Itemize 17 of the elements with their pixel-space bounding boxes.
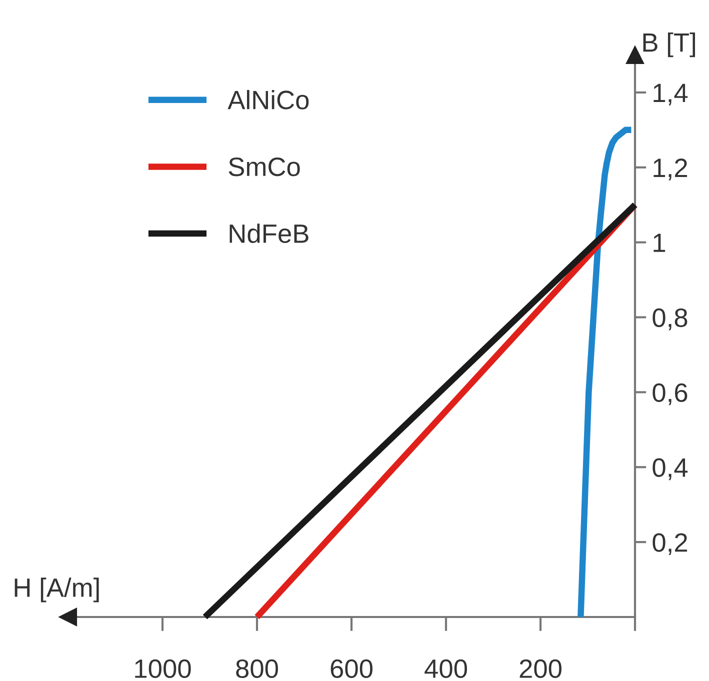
- y-tick-label: 1,2: [654, 158, 688, 180]
- y-tick-label: 1: [654, 234, 666, 252]
- x-tick-label: 400: [424, 659, 467, 678]
- legend-label: AlNiCo: [228, 90, 309, 110]
- y-axis-title: B [T]: [643, 32, 695, 58]
- y-tick-label: 0,4: [652, 458, 688, 480]
- y-tick-label: 0,8: [652, 308, 688, 330]
- y-tick-label: 0,2: [652, 533, 688, 556]
- y-tick-label: 1,4: [654, 84, 688, 106]
- x-tick-label: 200: [520, 659, 562, 678]
- x-tick-label: 1000: [135, 659, 191, 678]
- x-axis-title: H [A/m]: [14, 578, 99, 602]
- legend-label: SmCo: [228, 158, 300, 176]
- legend-label: NdFeB: [230, 224, 308, 244]
- x-tick-label: 800: [236, 659, 278, 678]
- x-tick-label: 600: [330, 659, 372, 678]
- y-tick-label: 0,6: [652, 383, 688, 406]
